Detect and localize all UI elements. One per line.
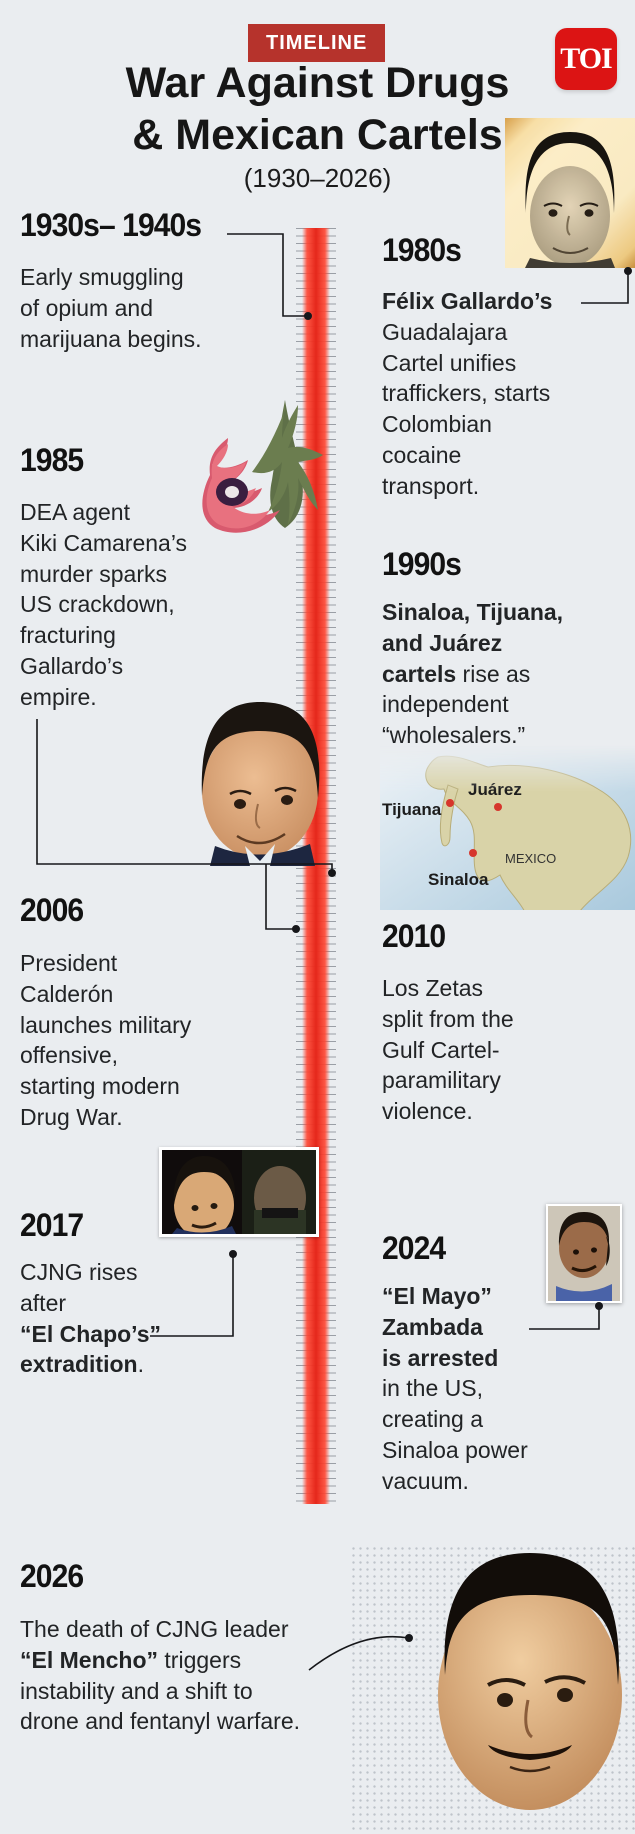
svg-text:Tijuana: Tijuana [382,800,442,819]
svg-text:MEXICO: MEXICO [505,851,556,866]
svg-text:Sinaloa: Sinaloa [428,870,489,889]
svg-text:Juárez: Juárez [468,780,522,799]
